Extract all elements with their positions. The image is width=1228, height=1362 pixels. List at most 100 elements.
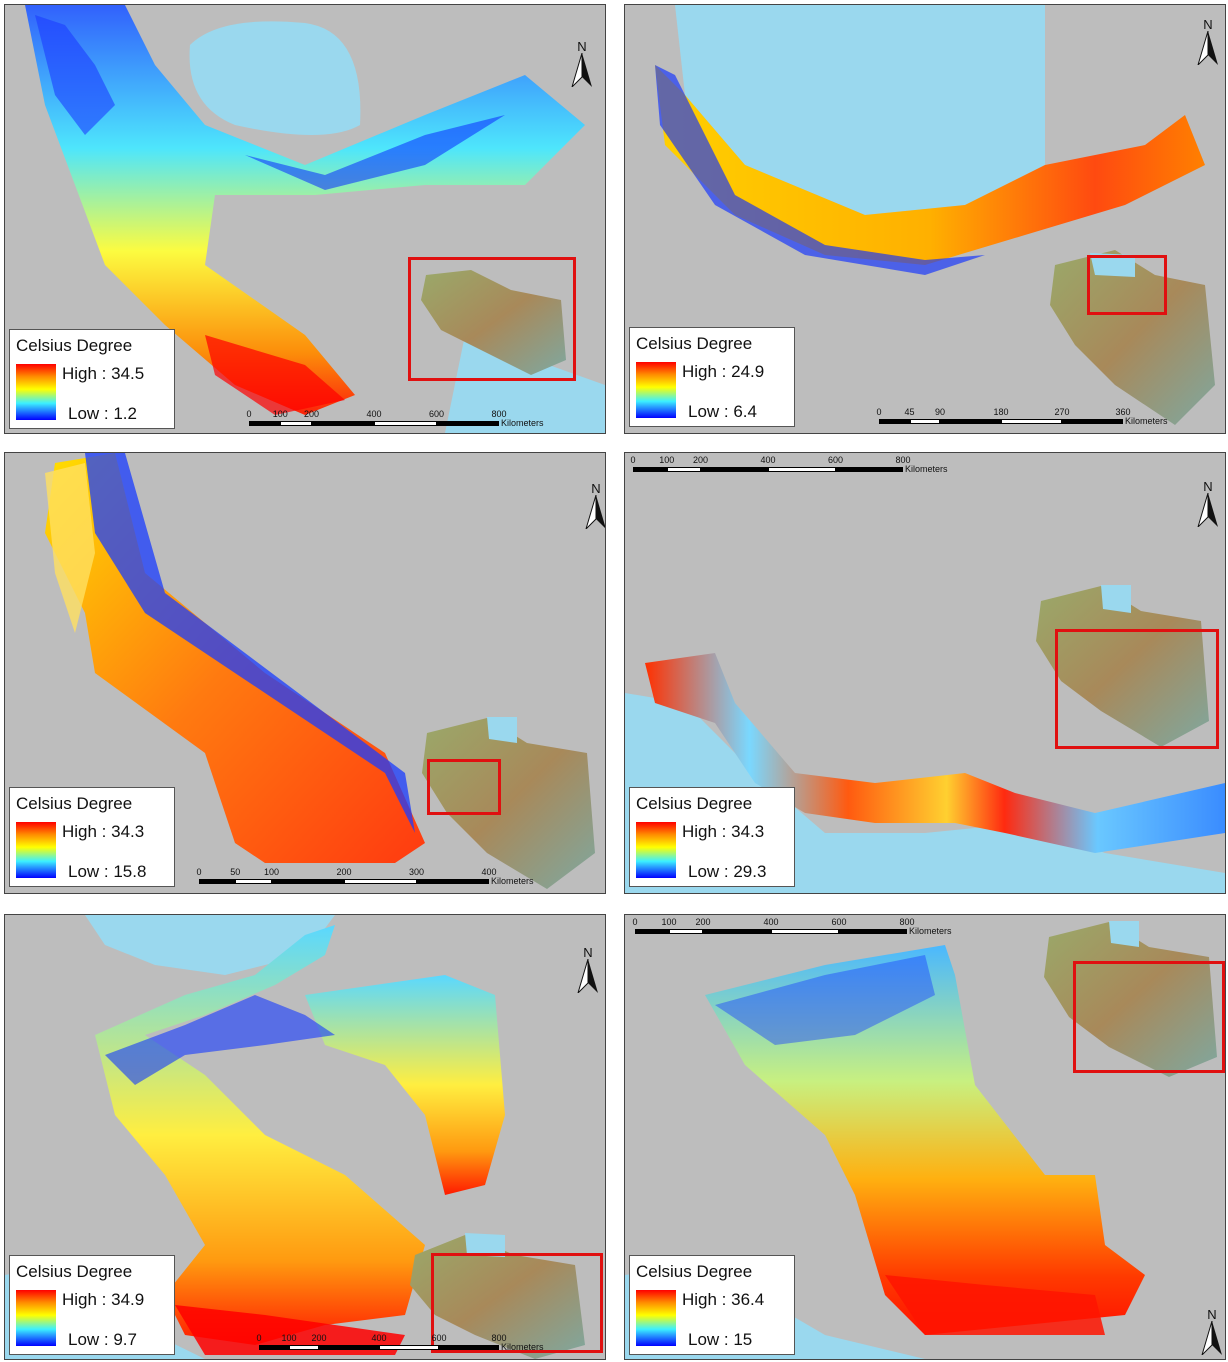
scale-tick-label: 0 (630, 455, 636, 465)
legend-high: High : 34.9 (62, 1290, 145, 1309)
inset-locator-map (1045, 245, 1221, 429)
scale-tick-label: 200 (695, 917, 711, 927)
scale-bar-segment (768, 467, 836, 472)
map-panel-5: Celsius Degree High : 34.9 Low : 9.7 N 0… (4, 914, 606, 1360)
scale-unit-label: Kilometers (501, 418, 544, 428)
legend-high: High : 34.3 (682, 822, 765, 841)
legend-high: High : 34.5 (62, 364, 145, 383)
legend-high: High : 36.4 (682, 1290, 765, 1309)
scale-tick-label: 600 (428, 409, 445, 419)
inset-locator-map (1021, 581, 1221, 749)
scale-bar-segments (199, 879, 489, 884)
legend: Celsius Degree High : 34.3 Low : 29.3 (629, 787, 795, 887)
north-label: N (591, 481, 601, 496)
scale-tick-label: 600 (431, 1333, 447, 1343)
temperature-surface (655, 65, 1205, 265)
scale-bar-segment (249, 421, 281, 426)
north-arrow: N (575, 945, 601, 995)
north-arrow: N (1199, 1307, 1225, 1357)
legend-low: Low : 1.2 (68, 404, 137, 423)
scale-bar-segment (635, 929, 669, 934)
map-panel-2: Celsius Degree High : 24.9 Low : 6.4 N 0… (624, 4, 1226, 434)
scale-bar-segment (379, 1345, 439, 1350)
color-ramp (636, 1290, 676, 1346)
scale-bar-segment (344, 879, 417, 884)
scale-unit-label: Kilometers (491, 876, 534, 886)
scale-tick-label: 0 (256, 1333, 262, 1343)
legend-low: Low : 6.4 (688, 402, 757, 421)
scale-bar-segment (633, 467, 667, 472)
temperature-surface (95, 925, 425, 1345)
color-ramp (16, 822, 56, 878)
north-label: N (577, 39, 587, 54)
caspian-sea (85, 915, 335, 975)
temperature-surface (705, 945, 1145, 1335)
scale-bar-segments (879, 419, 1123, 424)
scale-tick-label: 200 (692, 455, 709, 465)
scale-tick-label: 270 (1054, 407, 1070, 417)
scale-tick-label: 100 (659, 455, 675, 465)
color-ramp (636, 362, 676, 418)
north-label: N (1207, 1307, 1217, 1322)
legend-title: Celsius Degree (16, 794, 133, 813)
north-arrow: N (1195, 479, 1221, 529)
scale-tick-label: 100 (661, 917, 677, 927)
scale-bar-segment (280, 421, 312, 426)
scale-bar: 0 100 200 400 600 800 Kilometers (256, 1333, 549, 1359)
scale-tick-label: 400 (760, 455, 776, 465)
legend-high: High : 24.9 (682, 362, 765, 381)
scale-bar-segment (700, 467, 768, 472)
map-panel-6: Celsius Degree High : 36.4 Low : 15 N 0 1… (624, 914, 1226, 1360)
scale-bar: 0 50 100 200 300 400 Kilometers (196, 867, 539, 893)
scale-tick-label: 100 (272, 409, 288, 419)
color-ramp (636, 822, 676, 878)
legend-low: Low : 29.3 (688, 862, 767, 881)
scale-bar-segment (374, 421, 437, 426)
caspian-sea (675, 5, 1045, 215)
scale-tick-label: 0 (876, 407, 882, 417)
scale-tick-label: 600 (831, 917, 847, 927)
persian-gulf (445, 335, 605, 433)
legend-title: Celsius Degree (636, 334, 753, 353)
legend: Celsius Degree High : 34.3 Low : 15.8 (9, 787, 175, 887)
scale-tick-label: 45 (904, 407, 915, 417)
scale-tick-label: 800 (899, 917, 915, 927)
scale-tick-label: 180 (993, 407, 1009, 417)
scale-bar-segments (259, 1345, 499, 1350)
legend-title: Celsius Degree (16, 1262, 133, 1281)
scale-unit-label: Kilometers (1125, 416, 1168, 426)
scale-tick-label: 300 (408, 867, 425, 877)
scale-bar-segment (439, 1345, 499, 1350)
inset-locator-map (405, 1215, 603, 1359)
scale-tick-label: 200 (311, 1333, 327, 1343)
legend-high: High : 34.3 (62, 822, 145, 841)
caspian-sea (189, 21, 361, 136)
scale-tick-label: 800 (895, 455, 911, 465)
legend-title: Celsius Degree (636, 794, 753, 813)
scale-bar: 0 100 200 400 600 800 Kilometers (632, 917, 957, 943)
scale-bar-segment (319, 1345, 379, 1350)
scale-bar-segment (669, 929, 703, 934)
scale-bar-segment (835, 467, 903, 472)
scale-tick-label: 800 (491, 1333, 507, 1343)
inset-locator-map (417, 713, 603, 891)
scale-tick-label: 800 (491, 409, 507, 419)
scale-bar-segment (235, 879, 272, 884)
scale-bar-segment (940, 419, 1001, 424)
scale-bar-segment (259, 1345, 289, 1350)
scale-bar-segment (703, 929, 771, 934)
scale-tick-label: 400 (763, 917, 779, 927)
north-label: N (1203, 479, 1213, 494)
scale-bar-segment (1062, 419, 1123, 424)
scale-tick-label: 200 (303, 409, 320, 419)
inset-locator-map (408, 257, 576, 381)
map-panel-1: Celsius Degree High : 34.5 Low : 1.2 N 0… (4, 4, 606, 434)
scale-bar-segment (879, 419, 910, 424)
scale-tick-label: 200 (336, 867, 352, 877)
scale-tick-label: 0 (196, 867, 202, 877)
map-panel-4: Celsius Degree High : 34.3 Low : 29.3 N … (624, 452, 1226, 894)
scale-tick-label: 400 (481, 867, 497, 877)
legend: Celsius Degree High : 34.5 Low : 1.2 (9, 329, 175, 429)
temperature-surface (25, 5, 585, 415)
scale-bar-segment (771, 929, 839, 934)
